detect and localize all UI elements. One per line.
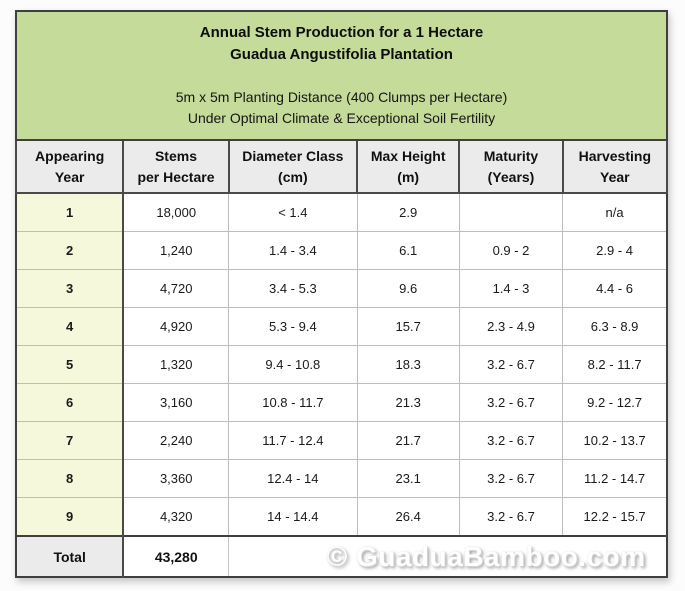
cell-appearing-year: 9 <box>15 497 125 537</box>
subtitle-line-1: 5m x 5m Planting Distance (400 Clumps pe… <box>175 88 508 105</box>
total-row: Total 43,280 © GuaduaBamboo.com <box>14 535 667 577</box>
cell-maturity: 3.2 - 6.7 <box>458 459 564 498</box>
table-row: 1 18,000 < 1.4 2.9 n/a <box>15 192 668 232</box>
cell-max-height: 26.4 <box>356 497 460 537</box>
cell-harvesting-year: n/a <box>562 192 668 232</box>
cell-diameter-class: 5.3 - 9.4 <box>228 307 358 346</box>
cell-harvesting-year: 6.3 - 8.9 <box>562 307 668 346</box>
cell-diameter-class: 14 - 14.4 <box>228 497 358 537</box>
total-stems-value: 43,280 <box>123 535 230 577</box>
watermark-cell: © GuaduaBamboo.com <box>228 535 667 577</box>
cell-maturity: 1.4 - 3 <box>458 269 564 308</box>
cell-stems-per-hectare: 1,320 <box>122 345 230 384</box>
cell-diameter-class: 1.4 - 3.4 <box>228 231 358 270</box>
cell-appearing-year: 2 <box>15 231 125 270</box>
cell-appearing-year: 1 <box>15 192 125 232</box>
cell-max-height: 23.1 <box>356 459 460 498</box>
col-header-diameter-class: Diameter Class (cm) <box>227 139 359 194</box>
table-row: 8 3,360 12.4 - 14 23.1 3.2 - 6.7 11.2 - … <box>15 459 668 498</box>
cell-stems-per-hectare: 18,000 <box>122 192 230 232</box>
cell-harvesting-year: 10.2 - 13.7 <box>562 421 668 460</box>
cell-maturity <box>458 192 564 232</box>
cell-max-height: 21.7 <box>356 421 460 460</box>
cell-harvesting-year: 4.4 - 6 <box>562 269 668 308</box>
cell-harvesting-year: 9.2 - 12.7 <box>562 383 668 422</box>
cell-diameter-class: 11.7 - 12.4 <box>228 421 358 460</box>
cell-stems-per-hectare: 4,720 <box>122 269 230 308</box>
cell-harvesting-year: 11.2 - 14.7 <box>562 459 668 498</box>
cell-maturity: 3.2 - 6.7 <box>458 345 564 384</box>
table-subtitle: 5m x 5m Planting Distance (400 Clumps pe… <box>17 87 666 129</box>
title-banner: Annual Stem Production for a 1 Hectare G… <box>16 11 667 141</box>
cell-max-height: 18.3 <box>356 345 460 384</box>
cell-appearing-year: 4 <box>15 307 125 346</box>
cell-stems-per-hectare: 3,360 <box>122 459 230 498</box>
cell-maturity: 3.2 - 6.7 <box>458 421 564 460</box>
cell-max-height: 6.1 <box>356 231 460 270</box>
cell-stems-per-hectare: 4,920 <box>122 307 230 346</box>
col-header-max-height: Max Height (m) <box>356 139 461 194</box>
cell-diameter-class: 3.4 - 5.3 <box>228 269 358 308</box>
cell-maturity: 3.2 - 6.7 <box>458 383 564 422</box>
stem-production-table: Annual Stem Production for a 1 Hectare G… <box>14 10 669 578</box>
cell-stems-per-hectare: 1,240 <box>122 231 230 270</box>
cell-max-height: 9.6 <box>356 269 460 308</box>
cell-appearing-year: 8 <box>15 459 125 498</box>
cell-maturity: 3.2 - 6.7 <box>458 497 564 537</box>
table-row: 2 1,240 1.4 - 3.4 6.1 0.9 - 2 2.9 - 4 <box>15 231 668 270</box>
cell-harvesting-year: 12.2 - 15.7 <box>562 497 668 537</box>
watermark: © GuaduaBamboo.com <box>326 540 646 572</box>
cell-maturity: 2.3 - 4.9 <box>458 307 564 346</box>
table-row: 7 2,240 11.7 - 12.4 21.7 3.2 - 6.7 10.2 … <box>15 421 668 460</box>
table-title: Annual Stem Production for a 1 Hectare G… <box>17 22 666 66</box>
total-label: Total <box>14 535 125 577</box>
col-header-appearing-year: Appearing Year <box>14 139 125 194</box>
table-row: 6 3,160 10.8 - 11.7 21.3 3.2 - 6.7 9.2 -… <box>15 383 668 422</box>
cell-harvesting-year: 2.9 - 4 <box>562 231 668 270</box>
cell-stems-per-hectare: 3,160 <box>122 383 230 422</box>
cell-stems-per-hectare: 2,240 <box>122 421 230 460</box>
cell-max-height: 2.9 <box>356 192 460 232</box>
cell-stems-per-hectare: 4,320 <box>122 497 230 537</box>
page: Annual Stem Production for a 1 Hectare G… <box>14 10 669 578</box>
title-line-1: Annual Stem Production for a 1 Hectare <box>199 24 484 42</box>
cell-diameter-class: 9.4 - 10.8 <box>228 345 358 384</box>
title-banner-row: Annual Stem Production for a 1 Hectare G… <box>16 11 667 141</box>
table-row: 5 1,320 9.4 - 10.8 18.3 3.2 - 6.7 8.2 - … <box>15 345 668 384</box>
table-row: 9 4,320 14 - 14.4 26.4 3.2 - 6.7 12.2 - … <box>15 497 668 537</box>
cell-appearing-year: 3 <box>15 269 125 308</box>
table-row: 4 4,920 5.3 - 9.4 15.7 2.3 - 4.9 6.3 - 8… <box>15 307 668 346</box>
cell-appearing-year: 7 <box>15 421 125 460</box>
column-header-row: Appearing Year Stems per Hectare Diamete… <box>14 139 669 194</box>
cell-harvesting-year: 8.2 - 11.7 <box>562 345 668 384</box>
cell-appearing-year: 5 <box>15 345 125 384</box>
col-header-stems-per-hectare: Stems per Hectare <box>122 139 230 194</box>
cell-diameter-class: 10.8 - 11.7 <box>228 383 358 422</box>
col-header-maturity: Maturity (Years) <box>458 139 564 194</box>
subtitle-line-2: Under Optimal Climate & Exceptional Soil… <box>187 109 496 126</box>
cell-diameter-class: 12.4 - 14 <box>228 459 358 498</box>
title-line-2: Guadua Angustifolia Plantation <box>230 46 453 63</box>
table-row: 3 4,720 3.4 - 5.3 9.6 1.4 - 3 4.4 - 6 <box>15 269 668 308</box>
cell-diameter-class: < 1.4 <box>228 192 358 232</box>
cell-max-height: 21.3 <box>356 383 460 422</box>
cell-max-height: 15.7 <box>356 307 460 346</box>
cell-appearing-year: 6 <box>15 383 125 422</box>
cell-maturity: 0.9 - 2 <box>458 231 564 270</box>
col-header-harvesting-year: Harvesting Year <box>561 139 669 194</box>
